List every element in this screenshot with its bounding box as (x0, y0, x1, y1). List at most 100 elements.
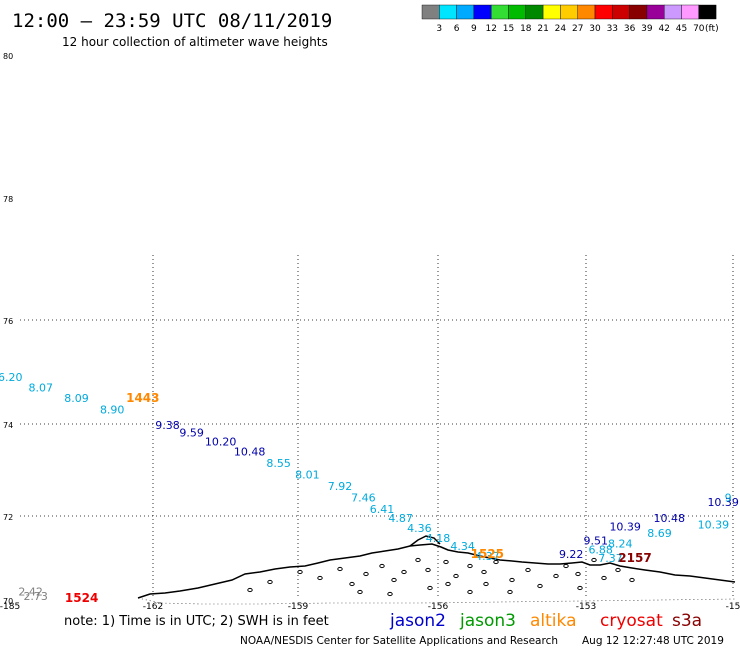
swh-value-label: 8.90 (100, 403, 125, 416)
lake-outline (483, 581, 489, 587)
lake-outline (387, 591, 393, 597)
pass-time-label: 1525 (471, 547, 504, 561)
color-scale-label: 12 (485, 24, 496, 34)
swh-value-label: 6.88 (588, 544, 613, 557)
longitude-tick-label: -185 (0, 602, 20, 612)
alaska-coastline (137, 535, 736, 605)
color-scale-label: 9 (471, 24, 477, 34)
color-scale-unit: (ft) (705, 24, 719, 34)
color-swatch (629, 4, 648, 20)
lake-outline (493, 559, 499, 565)
satellite-legend-entry: s3a (672, 611, 702, 631)
lake-outline (349, 581, 355, 587)
swh-value-label: 10.20 (205, 435, 237, 448)
lake-outline (577, 585, 583, 591)
lake-outline (357, 589, 363, 595)
swh-value-label: 6.41 (370, 503, 395, 516)
latitude-tick-label: 72 (3, 513, 13, 522)
lake-outline (363, 571, 369, 577)
swh-value-label: 9.22 (559, 548, 584, 561)
latitude-tick-label: 70 (3, 597, 13, 606)
swh-value-label: 8.07 (29, 382, 54, 395)
lake-outline (401, 569, 407, 575)
satellite-legend-entry: altika (530, 611, 577, 631)
swh-value-label: 4.87 (388, 512, 413, 525)
latitude-tick-label: 78 (3, 195, 13, 204)
pass-time-label: 2157 (618, 551, 651, 565)
color-swatch (473, 4, 492, 20)
lake-outline (317, 575, 323, 581)
color-swatch (456, 4, 475, 20)
latitude-tick-label: 74 (3, 421, 13, 430)
pass-time-label: 1443 (126, 391, 159, 405)
swh-value-label: 2.42 (18, 586, 43, 599)
color-scale-label: 36 (624, 24, 636, 34)
latitude-tick-label: 80 (3, 52, 13, 61)
color-swatch (491, 4, 509, 20)
lake-outline (507, 589, 513, 595)
pass-time-label: 1524 (65, 591, 98, 605)
chart-title: 12:00 — 23:59 UTC 08/11/2019 (12, 10, 332, 32)
lake-outline (415, 557, 421, 563)
swh-value-label: 9.51 (584, 534, 609, 547)
swh-value-label: 8.55 (266, 457, 291, 470)
lake-outline (467, 589, 473, 595)
swh-value-label: 9.38 (155, 419, 180, 432)
footer-credit: NOAA/NESDIS Center for Satellite Applica… (240, 635, 558, 647)
lake-outline (629, 577, 635, 583)
lake-outline (563, 563, 569, 569)
swh-value-label: 10.48 (654, 512, 686, 525)
barrow-point (409, 535, 441, 547)
chart-subtitle: 12 hour collection of altimeter wave hei… (62, 35, 328, 49)
color-scale-label: 21 (537, 24, 548, 34)
swh-value-label: 10.39 (609, 521, 641, 534)
longitude-tick-label: -15 (726, 602, 740, 612)
color-swatch (681, 4, 699, 20)
lake-outline (425, 567, 431, 573)
lake-outline (575, 571, 581, 577)
swh-value-label: 10.39 (698, 518, 730, 531)
lake-outline (443, 559, 449, 565)
swh-value-label: 10.48 (234, 446, 266, 459)
color-swatch (646, 4, 665, 20)
lake-outline (601, 575, 607, 581)
color-scale-label: 70 (693, 24, 705, 34)
lake-outline (453, 573, 459, 579)
longitude-tick-label: -159 (288, 602, 309, 612)
lake-outline (445, 581, 451, 587)
color-scale-label: 33 (607, 24, 618, 34)
lake-outline (481, 569, 487, 575)
color-swatch (612, 4, 630, 20)
color-swatch (508, 4, 526, 20)
lake-outline (615, 567, 621, 573)
color-scale-label: 15 (503, 24, 514, 34)
lake-outline (267, 579, 273, 585)
latitude-tick-label: 76 (3, 317, 13, 326)
color-scale-label: 3 (436, 24, 442, 34)
swh-value-label: 7.37 (598, 552, 623, 565)
color-scale-label: 45 (676, 24, 687, 34)
swh-value-label: 8.24 (608, 537, 633, 550)
lake-outline (525, 567, 531, 573)
color-scale-label: 42 (658, 24, 669, 34)
swh-value-label: 7.46 (351, 492, 376, 505)
swh-value-label: 8.01 (295, 469, 320, 482)
lake-outline (297, 569, 303, 575)
swh-value-label: 4.37 (475, 550, 500, 563)
swh-observations: 9.389.5910.2010.489.5110.3910.4810.399.2… (0, 371, 739, 603)
lake-outline (537, 583, 543, 589)
color-swatch (525, 4, 544, 20)
lake-outline (391, 577, 397, 583)
longitude-tick-label: -153 (576, 602, 596, 612)
footer-note: note: 1) Time is in UTC; 2) SWH is in fe… (64, 614, 329, 629)
satellite-legend: jason2 jason3 altika cryosat s3a (389, 611, 702, 631)
swh-value-label: 6.20 (0, 371, 22, 384)
color-swatch (594, 4, 613, 20)
swh-value-label: 4.34 (450, 540, 475, 553)
satellite-legend-entry: cryosat (600, 611, 663, 631)
latitude-labels: 80 78 76 74 72 70 (3, 52, 13, 606)
lake-outline (337, 566, 343, 572)
color-swatch (560, 4, 578, 20)
lake-outline (379, 563, 385, 569)
